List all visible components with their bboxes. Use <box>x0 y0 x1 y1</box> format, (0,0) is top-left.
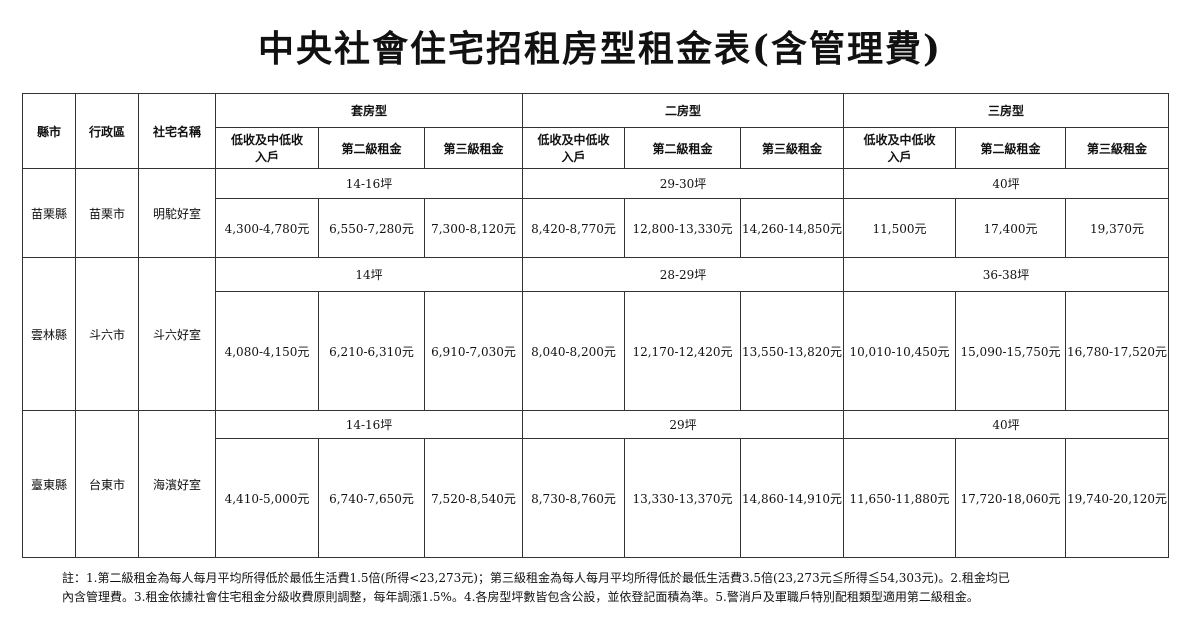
header-housing-name: 社宅名稱 <box>138 93 216 169</box>
price-cell: 13,550-13,820元 <box>740 291 844 411</box>
county-cell: 苗栗縣 <box>22 168 76 258</box>
header-sub: 低收及中低收入戶 <box>522 127 625 169</box>
price-cell: 6,910-7,030元 <box>424 291 523 411</box>
price-cell: 8,040-8,200元 <box>522 291 625 411</box>
price-cell: 12,170-12,420元 <box>624 291 741 411</box>
footnote-line: 註：1.第二級租金為每人每月平均所得低於最低生活費1.5倍(所得<23,273元… <box>62 571 1010 585</box>
header-district: 行政區 <box>75 93 139 169</box>
price-cell: 4,300-4,780元 <box>215 198 319 258</box>
header-sub: 第三級租金 <box>424 127 523 169</box>
housing-name-cell: 明駝好室 <box>138 168 216 258</box>
area-cell: 28-29坪 <box>522 257 844 292</box>
header-sub: 低收及中低收入戶 <box>215 127 319 169</box>
area-cell: 14-16坪 <box>215 168 523 199</box>
area-cell: 14坪 <box>215 257 523 292</box>
area-cell: 40坪 <box>843 168 1169 199</box>
price-cell: 6,740-7,650元 <box>318 438 425 558</box>
price-cell: 13,330-13,370元 <box>624 438 741 558</box>
footnotes: 註：1.第二級租金為每人每月平均所得低於最低生活費1.5倍(所得<23,273元… <box>62 569 1162 607</box>
header-sub: 第二級租金 <box>955 127 1066 169</box>
price-cell: 11,650-11,880元 <box>843 438 956 558</box>
header-sub: 第三級租金 <box>740 127 844 169</box>
price-cell: 19,370元 <box>1065 198 1169 258</box>
price-cell: 14,260-14,850元 <box>740 198 844 258</box>
price-cell: 16,780-17,520元 <box>1065 291 1169 411</box>
header-county: 縣市 <box>22 93 76 169</box>
price-cell: 7,300-8,120元 <box>424 198 523 258</box>
footnote-line: 內含管理費。3.租金依據社會住宅租金分級收費原則調整，每年調漲1.5%。4.各房… <box>62 590 979 604</box>
price-cell: 17,720-18,060元 <box>955 438 1066 558</box>
district-cell: 苗栗市 <box>75 168 139 258</box>
header-sub: 低收及中低收入戶 <box>843 127 956 169</box>
county-cell: 臺東縣 <box>22 410 76 558</box>
table-row: 雲林縣 斗六市 斗六好室 14坪 28-29坪 36-38坪 <box>22 257 1169 411</box>
table-row: 4,300-4,780元 6,550-7,280元 7,300-8,120元 8,42… <box>23 198 1169 258</box>
area-cell: 29坪 <box>522 410 844 439</box>
header-group-3room: 三房型 <box>843 93 1169 128</box>
area-cell: 36-38坪 <box>843 257 1169 292</box>
price-cell: 8,730-8,760元 <box>522 438 625 558</box>
price-cell: 4,410-5,000元 <box>215 438 319 558</box>
price-cell: 12,800-13,330元 <box>624 198 741 258</box>
table-row: 4,410-5,000元 6,740-7,650元 7,520-8,540元 8,73… <box>23 438 1169 558</box>
area-cell: 29-30坪 <box>522 168 844 199</box>
table-row: 4,080-4,150元 6,210-6,310元 6,910-7,030元 8,04… <box>23 291 1169 411</box>
price-cell: 8,420-8,770元 <box>522 198 625 258</box>
price-cell: 14,860-14,910元 <box>740 438 844 558</box>
district-cell: 斗六市 <box>75 257 139 411</box>
housing-name-cell: 海濱好室 <box>138 410 216 558</box>
rent-table: 縣市 行政區 社宅名稱 套房型 二房型 三房型 低收及中低收入戶 第二級租金 第三級… <box>22 93 1169 558</box>
header-sub: 第二級租金 <box>624 127 741 169</box>
page-title: 中央社會住宅招租房型租金表(含管理費) <box>257 28 943 70</box>
table-row: 苗栗縣 苗栗市 明駝好室 14-16坪 29-30坪 40坪 <box>22 168 1169 258</box>
header-sub: 第二級租金 <box>318 127 425 169</box>
header-group-2room: 二房型 <box>522 93 844 128</box>
price-cell: 15,090-15,750元 <box>955 291 1066 411</box>
price-cell: 11,500元 <box>843 198 956 258</box>
district-cell: 台東市 <box>75 410 139 558</box>
county-cell: 雲林縣 <box>22 257 76 411</box>
header-sub: 第三級租金 <box>1065 127 1169 169</box>
price-cell: 6,550-7,280元 <box>318 198 425 258</box>
area-cell: 14-16坪 <box>215 410 523 439</box>
price-cell: 6,210-6,310元 <box>318 291 425 411</box>
header-group-studio: 套房型 <box>215 93 523 128</box>
price-cell: 7,520-8,540元 <box>424 438 523 558</box>
area-cell: 40坪 <box>843 410 1169 439</box>
price-cell: 19,740-20,120元 <box>1065 438 1169 558</box>
price-cell: 4,080-4,150元 <box>215 291 319 411</box>
housing-name-cell: 斗六好室 <box>138 257 216 411</box>
price-cell: 17,400元 <box>955 198 1066 258</box>
table-row: 臺東縣 台東市 海濱好室 14-16坪 29坪 40坪 <box>22 410 1169 558</box>
price-cell: 10,010-10,450元 <box>843 291 956 411</box>
